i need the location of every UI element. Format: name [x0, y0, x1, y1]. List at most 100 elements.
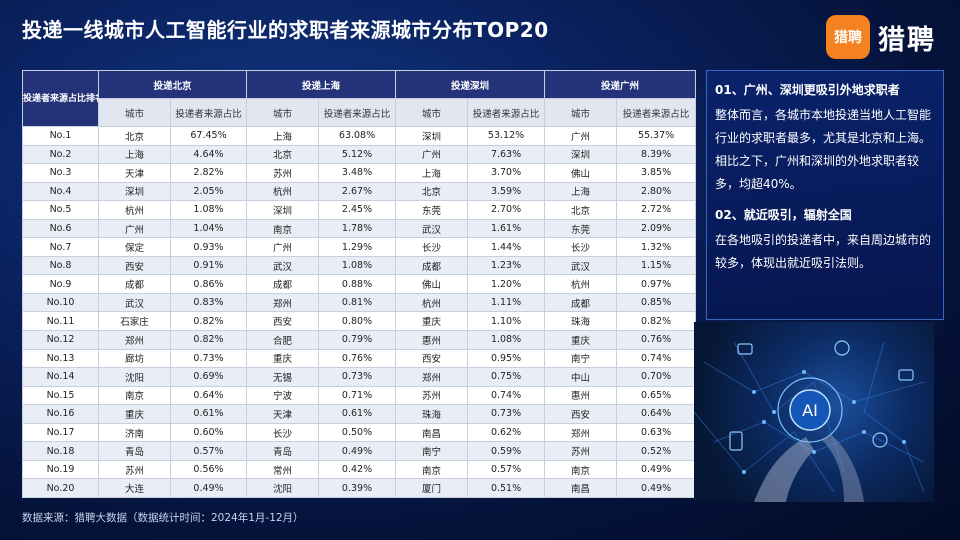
share-cell: 0.60%	[169, 422, 248, 443]
city-cell: 青岛	[246, 441, 320, 461]
city-cell: 西安	[544, 404, 618, 424]
city-cell: 苏州	[395, 385, 469, 406]
city-cell: 长沙	[246, 422, 320, 443]
table-row: No.13 廊坊 0.73% 重庆 0.76% 西安 0.95% 南宁 0.74%	[22, 348, 697, 369]
sub-header-city: 城市	[98, 98, 171, 127]
share-cell: 1.08%	[318, 255, 397, 276]
city-cell: 成都	[98, 274, 171, 294]
city-cell: 石家庄	[98, 311, 171, 332]
share-cell: 0.81%	[318, 292, 397, 313]
city-cell: 上海	[98, 144, 171, 165]
share-cell: 0.49%	[169, 478, 248, 498]
city-cell: 厦门	[395, 478, 469, 498]
city-cell: 沈阳	[98, 367, 171, 387]
city-cell: 廊坊	[98, 348, 171, 369]
share-cell: 3.85%	[616, 163, 697, 183]
share-cell: 1.11%	[467, 292, 546, 313]
share-cell: 67.45%	[169, 126, 248, 146]
city-cell: 宁波	[246, 385, 320, 406]
rank-cell: No.11	[22, 311, 99, 332]
share-cell: 0.57%	[169, 441, 248, 461]
share-cell: 0.42%	[318, 459, 397, 480]
share-cell: 0.50%	[318, 422, 397, 443]
share-cell: 0.61%	[318, 404, 397, 424]
city-cell: 南昌	[544, 478, 618, 498]
city-cell: 杭州	[395, 292, 469, 313]
city-cell: 保定	[98, 237, 171, 257]
share-cell: 1.61%	[467, 218, 546, 239]
city-cell: 重庆	[246, 348, 320, 369]
city-cell: 惠州	[395, 330, 469, 350]
rank-cell: No.8	[22, 255, 99, 276]
city-cell: 南昌	[395, 422, 469, 443]
sub-header-share: 投递者来源占比	[318, 98, 397, 127]
share-cell: 7.63%	[467, 144, 546, 165]
share-cell: 0.74%	[616, 348, 697, 369]
table-row: No.14 沈阳 0.69% 无锡 0.73% 郑州 0.75% 中山 0.70%	[22, 367, 697, 387]
table-row: No.20 大连 0.49% 沈阳 0.39% 厦门 0.51% 南昌 0.49%	[22, 478, 697, 498]
city-cell: 南京	[544, 459, 618, 480]
share-cell: 0.88%	[318, 274, 397, 294]
share-cell: 2.82%	[169, 163, 248, 183]
city-cell: 南京	[395, 459, 469, 480]
share-cell: 0.97%	[616, 274, 697, 294]
share-cell: 2.70%	[467, 200, 546, 220]
share-cell: 1.04%	[169, 218, 248, 239]
city-cell: 北京	[98, 126, 171, 146]
city-cell: 北京	[544, 200, 618, 220]
share-cell: 1.23%	[467, 255, 546, 276]
city-cell: 合肥	[246, 330, 320, 350]
sub-header-share: 投递者来源占比	[467, 98, 546, 127]
city-cell: 重庆	[544, 330, 618, 350]
share-cell: 53.12%	[467, 126, 546, 146]
insights-panel: 01、广州、深圳更吸引外地求职者 整体而言，各城市本地投递当地人工智能行业的求职…	[706, 70, 944, 320]
city-cell: 郑州	[246, 292, 320, 313]
table-body: No.1 北京 67.45% 上海 63.08% 深圳 53.12% 广州 55.37% No.2…	[22, 126, 697, 498]
share-cell: 0.57%	[467, 459, 546, 480]
rank-cell: No.18	[22, 441, 99, 461]
insight-heading-2: 02、就近吸引，辐射全国	[715, 208, 852, 222]
city-cell: 深圳	[395, 126, 469, 146]
rank-cell: No.4	[22, 181, 99, 202]
city-cell: 西安	[246, 311, 320, 332]
city-cell: 南京	[246, 218, 320, 239]
liepin-logo-icon: 猎聘	[826, 15, 870, 59]
sub-header-row: 城市 投递者来源占比 城市 投递者来源占比 城市 投递者来源占比 城市 投递者来…	[23, 98, 697, 127]
share-cell: 2.05%	[169, 181, 248, 202]
city-cell: 广州	[544, 126, 618, 146]
city-cell: 武汉	[395, 218, 469, 239]
share-cell: 1.32%	[616, 237, 697, 257]
city-cell: 广州	[395, 144, 469, 165]
share-cell: 2.67%	[318, 181, 397, 202]
city-cell: 天津	[98, 163, 171, 183]
city-cell: 成都	[544, 292, 618, 313]
city-cell: 广州	[98, 218, 171, 239]
table-row: No.16 重庆 0.61% 天津 0.61% 珠海 0.73% 西安 0.64%	[22, 404, 697, 424]
share-cell: 1.29%	[318, 237, 397, 257]
share-cell: 0.85%	[616, 292, 697, 313]
city-cell: 郑州	[544, 422, 618, 443]
city-cell: 沈阳	[246, 478, 320, 498]
table-row: No.18 青岛 0.57% 青岛 0.49% 南宁 0.59% 苏州 0.52%	[22, 441, 697, 461]
city-cell: 北京	[395, 181, 469, 202]
share-cell: 0.76%	[616, 330, 697, 350]
share-cell: 63.08%	[318, 126, 397, 146]
share-cell: 0.59%	[467, 441, 546, 461]
sub-header-city: 城市	[395, 98, 469, 127]
sub-header-share: 投递者来源占比	[169, 98, 248, 127]
city-cell: 南宁	[395, 441, 469, 461]
brand-name: 猎聘	[878, 24, 936, 56]
city-cell: 郑州	[395, 367, 469, 387]
rank-cell: No.12	[22, 330, 99, 350]
city-cell: 济南	[98, 422, 171, 443]
table-row: No.17 济南 0.60% 长沙 0.50% 南昌 0.62% 郑州 0.63%	[22, 422, 697, 443]
table-row: No.3 天津 2.82% 苏州 3.48% 上海 3.70% 佛山 3.85%	[22, 163, 697, 183]
rank-cell: No.20	[22, 478, 99, 498]
insight-body-2: 在各地吸引的投递者中，来自周边城市的较多，体现出就近吸引法则。	[715, 233, 932, 270]
share-cell: 1.10%	[467, 311, 546, 332]
city-cell: 杭州	[98, 200, 171, 220]
city-cell: 长沙	[544, 237, 618, 257]
city-cell: 南京	[98, 385, 171, 406]
share-cell: 0.82%	[616, 311, 697, 332]
share-cell: 2.09%	[616, 218, 697, 239]
